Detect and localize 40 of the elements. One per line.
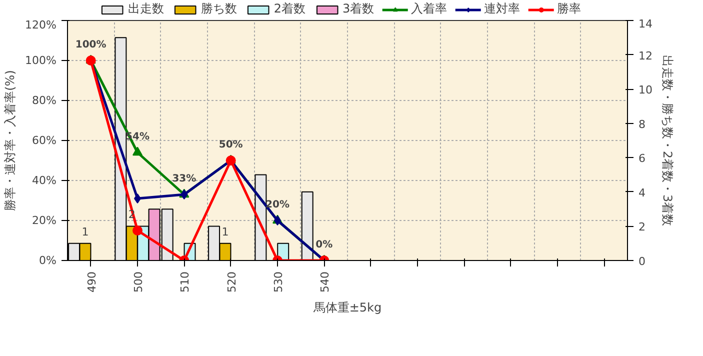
- y2-tick-label: 12: [638, 49, 652, 62]
- data-label: 1: [82, 225, 89, 238]
- x-axis-title: 馬体重±5kg: [312, 300, 382, 314]
- legend-label: 3着数: [342, 0, 374, 18]
- data-label: 33%: [172, 174, 196, 184]
- x-tick-label: 490: [85, 271, 98, 292]
- y-tick-label: 0%: [39, 254, 56, 267]
- y2-tick-label: 14: [638, 18, 652, 30]
- legend-label: 入着率: [411, 0, 448, 18]
- y2-tick-label: 6: [638, 152, 646, 166]
- point: [132, 226, 142, 236]
- data-label: 100%: [75, 40, 106, 50]
- legend-label: 連対率: [484, 0, 520, 18]
- y2-tick-label: 8: [638, 118, 646, 131]
- y2-axis-title: 出走数・勝ち数・2着数・3着数: [660, 54, 674, 226]
- legend-label: 出走数: [128, 0, 164, 18]
- x-tick-label: 530: [272, 271, 285, 292]
- y-tick-label: 80%: [32, 94, 57, 107]
- y-axis-title: 勝率・連対率・入着率(%): [3, 70, 18, 211]
- point: [134, 194, 141, 204]
- y2-tick-label: 0: [638, 255, 646, 268]
- y-tick-label: 60%: [32, 134, 57, 147]
- y-tick-label: 120%: [25, 18, 57, 32]
- data-label: 1: [222, 225, 229, 238]
- y-tick-label: 100%: [25, 54, 57, 67]
- y-tick-label: 40%: [32, 174, 57, 187]
- data-label: 50%: [218, 140, 243, 150]
- legend-label: 2着数: [274, 0, 306, 18]
- legend-label: 勝率: [557, 0, 582, 18]
- data-label: 0%: [316, 240, 333, 250]
- y2-tick-label: 2: [638, 220, 646, 234]
- y2-tick-label: 10: [638, 84, 652, 97]
- point: [132, 146, 142, 156]
- legend-label: 勝ち数: [200, 0, 237, 18]
- x-tick-label: 520: [225, 271, 238, 292]
- x-tick-label: 500: [132, 271, 145, 292]
- x-tick-label: 540: [318, 271, 332, 292]
- y2-tick-label: 4: [638, 186, 646, 200]
- x-tick-label: 510: [178, 271, 192, 292]
- y-tick-label: 20%: [32, 214, 57, 227]
